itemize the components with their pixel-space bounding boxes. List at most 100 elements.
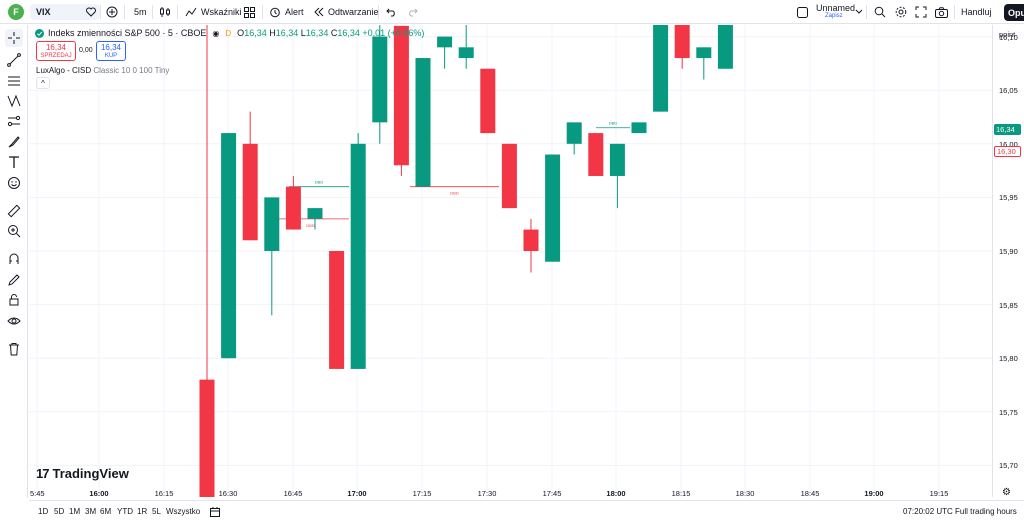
chart-pane[interactable]: DBDDBDDBDDBDDBD bbox=[29, 25, 992, 497]
scale-settings-gear-icon[interactable]: ⚙ bbox=[1002, 487, 1011, 498]
trade-button[interactable]: Handluj bbox=[961, 0, 992, 24]
eye-toggle-icon[interactable]: ◉ bbox=[212, 28, 220, 38]
candle-body bbox=[501, 143, 517, 209]
range-button[interactable]: 1D bbox=[38, 507, 49, 516]
quick-search-icon[interactable] bbox=[874, 0, 886, 24]
range-button[interactable]: 5D bbox=[54, 507, 65, 516]
price-tick-label: 16,05 bbox=[999, 86, 1018, 96]
collapse-legend-button[interactable]: ^ bbox=[36, 77, 50, 89]
brush-icon[interactable] bbox=[5, 133, 23, 151]
user-avatar[interactable]: F bbox=[8, 4, 24, 20]
price-tick-label: 15,85 bbox=[999, 300, 1018, 310]
price-tick-label: 15,95 bbox=[999, 193, 1018, 203]
candle-body bbox=[653, 25, 669, 112]
buy-price: 16,34 bbox=[100, 43, 122, 52]
candle-body bbox=[631, 122, 647, 134]
candle-body bbox=[523, 229, 539, 251]
range-button[interactable]: YTD bbox=[117, 507, 133, 516]
indicator-legend[interactable]: LuxAlgo - CISD Classic 10 0 100 Tiny bbox=[36, 66, 169, 75]
indicator-name: LuxAlgo - CISD bbox=[36, 66, 92, 75]
layout-save-label[interactable]: Zapisz bbox=[825, 13, 843, 19]
top-toolbar: F VIX 5m Wskaźniki Alert Odtwarzanie Unn… bbox=[0, 0, 1024, 24]
replay-button[interactable]: Odtwarzanie bbox=[313, 0, 379, 24]
candle-body bbox=[372, 36, 388, 123]
candle-body bbox=[437, 36, 453, 48]
alert-button[interactable]: Alert bbox=[269, 0, 304, 24]
heart-icon[interactable] bbox=[86, 0, 96, 24]
price-scale-unit: point bbox=[999, 30, 1016, 39]
range-button[interactable]: Wszystko bbox=[166, 507, 201, 516]
layout-name[interactable]: Unnamed bbox=[816, 3, 856, 13]
zoom-in-icon[interactable] bbox=[5, 222, 23, 240]
publish-button[interactable]: Opub bbox=[1004, 4, 1024, 21]
price-scale[interactable]: point 16,4516,4016,3516,2516,2016,1516,1… bbox=[992, 25, 1024, 498]
indicators-icon bbox=[185, 7, 197, 17]
templates-grid-icon[interactable] bbox=[244, 0, 255, 24]
emoji-icon[interactable] bbox=[5, 174, 23, 192]
settings-gear-icon[interactable] bbox=[895, 0, 907, 24]
interval-button[interactable]: 5m bbox=[134, 0, 147, 24]
crosshair-icon[interactable] bbox=[5, 29, 23, 47]
candle-body bbox=[674, 25, 690, 59]
time-tick-label: 18:45 bbox=[800, 489, 820, 498]
range-button[interactable]: 5L bbox=[152, 507, 161, 516]
chart-legend: Indeks zmienności S&P 500 · 5 · CBOE ◉ D… bbox=[35, 28, 424, 38]
range-button[interactable]: 3M bbox=[85, 507, 97, 516]
candle-body bbox=[415, 58, 431, 187]
session-selector[interactable]: Full trading hours bbox=[955, 507, 1017, 516]
compare-plus-icon[interactable] bbox=[106, 0, 118, 24]
candle-body bbox=[566, 122, 582, 144]
ruler-icon[interactable] bbox=[5, 202, 23, 220]
layout-checkbox-icon[interactable] bbox=[797, 0, 808, 24]
tradingview-logo[interactable]: 17 TradingView bbox=[36, 466, 129, 481]
trend-line-icon[interactable] bbox=[5, 51, 23, 69]
range-button[interactable]: 1M bbox=[69, 507, 81, 516]
high-label: H bbox=[269, 28, 276, 38]
change-value: +0,01 (+0,06%) bbox=[362, 28, 425, 38]
fib-retracement-icon[interactable] bbox=[5, 72, 23, 90]
alarm-clock-icon bbox=[270, 7, 280, 18]
candle-body bbox=[393, 25, 409, 166]
fullscreen-icon[interactable] bbox=[915, 0, 927, 24]
forecast-icon[interactable] bbox=[5, 112, 23, 130]
candle-body bbox=[609, 143, 625, 176]
drawing-toolbar bbox=[0, 25, 28, 498]
redo-icon[interactable] bbox=[407, 0, 418, 24]
text-icon[interactable] bbox=[5, 153, 23, 171]
close-value: 16,34 bbox=[337, 28, 360, 38]
trash-icon[interactable] bbox=[5, 340, 23, 358]
camera-icon[interactable] bbox=[935, 0, 948, 24]
price-tick-label: 16,00 bbox=[999, 139, 1018, 149]
undo-icon[interactable] bbox=[386, 0, 397, 24]
range-button[interactable]: 1R bbox=[137, 507, 148, 516]
chart-type-icon[interactable] bbox=[159, 0, 171, 24]
trade-label: Handluj bbox=[961, 7, 992, 17]
lock-drawing-pencil-icon[interactable] bbox=[5, 271, 23, 289]
time-tick-label: 19:15 bbox=[929, 489, 949, 498]
lock-icon[interactable] bbox=[5, 291, 23, 309]
cisd-label: DBD bbox=[306, 223, 315, 228]
publish-label: Opub bbox=[1008, 7, 1024, 18]
buy-button[interactable]: 16,34 KUP bbox=[96, 41, 126, 61]
symbol-search[interactable]: VIX bbox=[30, 4, 100, 20]
time-tick-label: 18:00 bbox=[606, 489, 626, 498]
chevron-down-icon[interactable] bbox=[855, 0, 863, 24]
current-price-label: 16,34 bbox=[994, 124, 1021, 135]
sell-button[interactable]: 16,34 SPRZEDAJ bbox=[36, 41, 76, 61]
high-value: 16,34 bbox=[275, 28, 299, 38]
indicators-button[interactable]: Wskaźniki bbox=[185, 0, 242, 24]
price-tick-label: 15,75 bbox=[999, 407, 1018, 417]
rewind-icon bbox=[314, 7, 324, 17]
range-button[interactable]: 6M bbox=[100, 507, 112, 516]
open-label: O bbox=[237, 28, 245, 38]
calendar-icon[interactable] bbox=[210, 507, 220, 519]
magnet-icon[interactable] bbox=[5, 250, 23, 268]
cisd-label: DBD bbox=[609, 121, 618, 126]
time-tick-label: 5:45 bbox=[30, 489, 45, 498]
pattern-icon[interactable] bbox=[5, 92, 23, 110]
candle-body bbox=[221, 133, 237, 359]
legend-title[interactable]: Indeks zmienności S&P 500 · 5 · CBOE bbox=[48, 28, 207, 38]
candlestick-chart[interactable]: DBDDBDDBDDBDDBD bbox=[29, 25, 992, 497]
eye-icon[interactable] bbox=[5, 312, 23, 330]
clock-readout[interactable]: 07:20:02 UTC bbox=[903, 507, 953, 516]
